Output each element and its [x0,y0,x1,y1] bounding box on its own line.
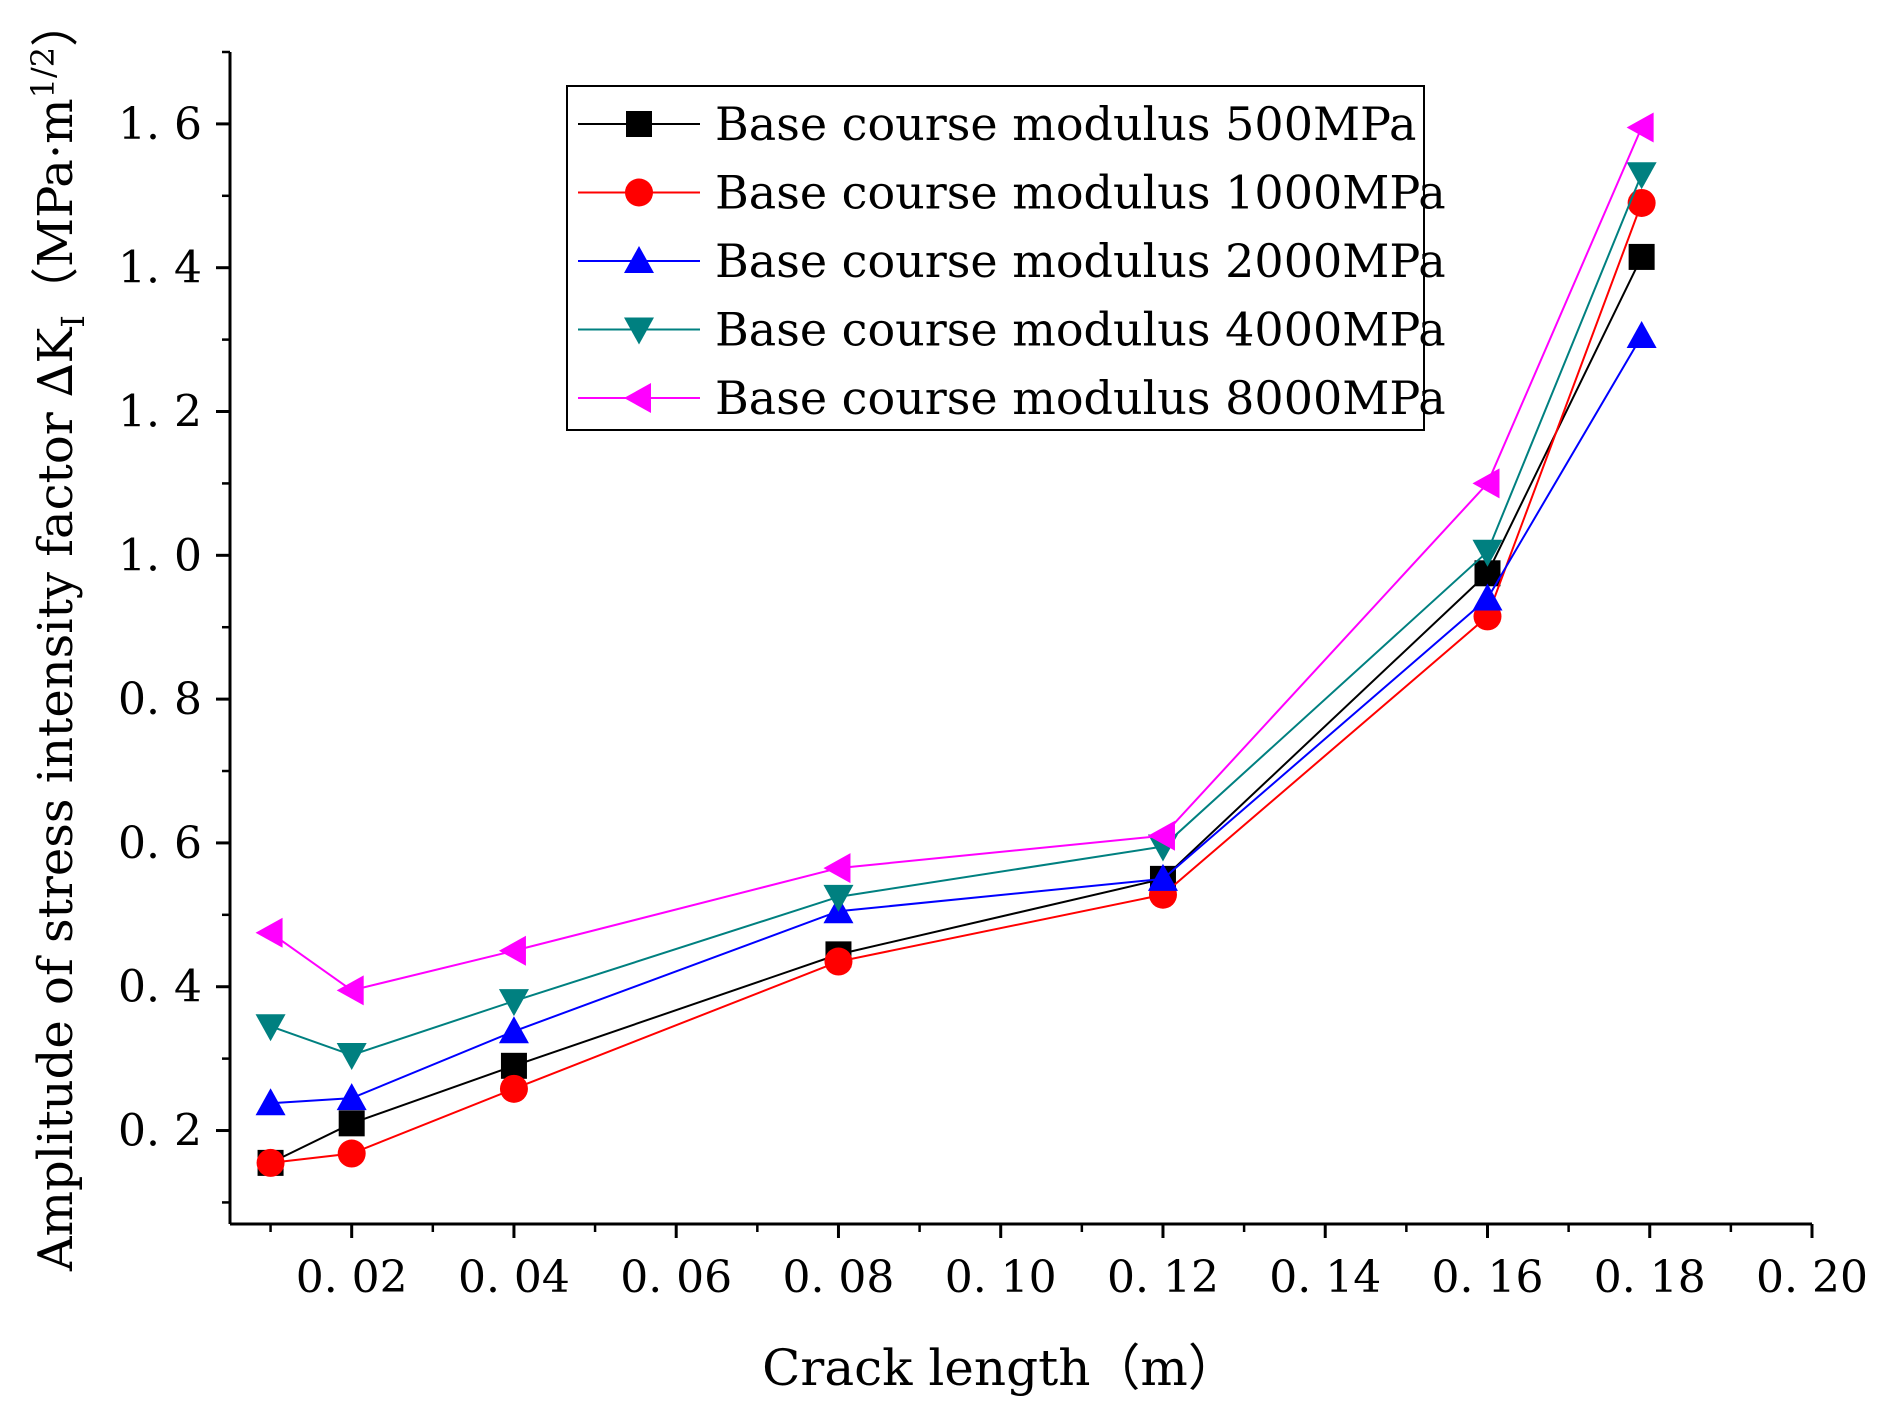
data-point [1628,243,1655,270]
data-point [823,884,854,912]
x-tick-label: 0. 06 [620,1252,732,1303]
legend-entry-3: Base course modulus 2000MPa [578,234,1446,288]
data-point [1147,820,1175,851]
y-tick-label: 1. 0 [118,530,202,581]
y-axis-label: Amplitude of stress intensity factor ∆KI… [24,0,92,1272]
series-line [270,335,1643,1105]
data-point [336,1043,367,1071]
x-tick-label: 0. 08 [782,1252,894,1303]
x-tick-label: 0. 04 [458,1252,570,1303]
y-axis-label-unit-close: ） [28,0,84,47]
y-tick-label: 1. 2 [118,387,202,438]
legend-label: Base course modulus 1000MPa [715,166,1446,220]
y-tick-label: 1. 4 [118,243,202,294]
series-layer [255,112,1657,1177]
legend-label: Base course modulus 2000MPa [715,234,1446,288]
data-point [498,935,526,966]
data-point [1627,188,1656,217]
series-3 [255,321,1657,1116]
legend-marker [624,317,654,345]
legend-entry-2: Base course modulus 1000MPa [578,166,1446,220]
data-point [255,1088,286,1116]
data-point [1626,321,1657,349]
data-point [1626,162,1657,190]
data-point [255,917,283,948]
data-point [338,1110,365,1137]
y-tick-label: 0. 4 [118,962,202,1013]
series-4 [255,162,1657,1071]
data-point [1472,539,1503,567]
x-tick-label: 0. 20 [1756,1252,1868,1303]
x-tick-label: 0. 02 [296,1252,408,1303]
x-tick-label: 0. 18 [1594,1252,1706,1303]
legend-label: Base course modulus 500MPa [715,97,1416,151]
legend-label: Base course modulus 4000MPa [715,303,1446,357]
y-tick-label: 0. 8 [118,674,202,725]
data-point [1147,863,1178,891]
legend-label: Base course modulus 8000MPa [715,371,1446,425]
data-point [1472,583,1503,611]
series-5 [255,112,1654,1006]
legend-entry-4: Base course modulus 4000MPa [578,303,1446,357]
data-point [1472,468,1500,499]
data-point [498,1016,529,1044]
legend-marker [625,178,653,207]
x-tick-label: 0. 10 [945,1252,1057,1303]
data-point [499,1074,528,1103]
y-tick-label: 0. 2 [118,1106,202,1157]
legend-box [566,85,1425,431]
legend-entry-5: Base course modulus 8000MPa [578,371,1446,425]
y-axis-label-main: Amplitude of stress intensity factor ∆K [28,327,84,1273]
data-point [337,1139,366,1168]
data-point [336,975,364,1006]
data-point [498,989,529,1017]
x-axis-label: Crack length（m） [762,1339,1238,1397]
x-tick-label: 0. 14 [1269,1252,1381,1303]
data-point [1626,112,1654,143]
data-point [500,1052,527,1079]
legend-entry-1: Base course modulus 500MPa [578,97,1416,151]
data-point [336,1083,367,1111]
legend-marker [624,383,651,413]
x-tick-label: 0. 16 [1432,1252,1544,1303]
legend-marker [626,111,652,137]
y-tick-label: 1. 6 [118,99,202,150]
y-axis-label-subscript: I [54,315,92,328]
data-point [255,1014,286,1042]
data-point [256,1148,285,1177]
y-axis-label-unit-open: （MPa·m [28,98,84,315]
y-axis-label-unit-superscript: 1/2 [24,47,62,99]
data-point [823,853,851,884]
y-tick-label: 0. 6 [118,818,202,869]
x-tick-label: 0. 12 [1107,1252,1219,1303]
legend-marker [624,246,654,273]
axes: 0. 02 0. 04 0. 06 0. 08 0. 10 0. 12 0. 14 0. 16… [118,50,1868,1303]
data-point [824,947,853,976]
legend: Base course modulus 500MPa Base course mo… [566,85,1446,431]
